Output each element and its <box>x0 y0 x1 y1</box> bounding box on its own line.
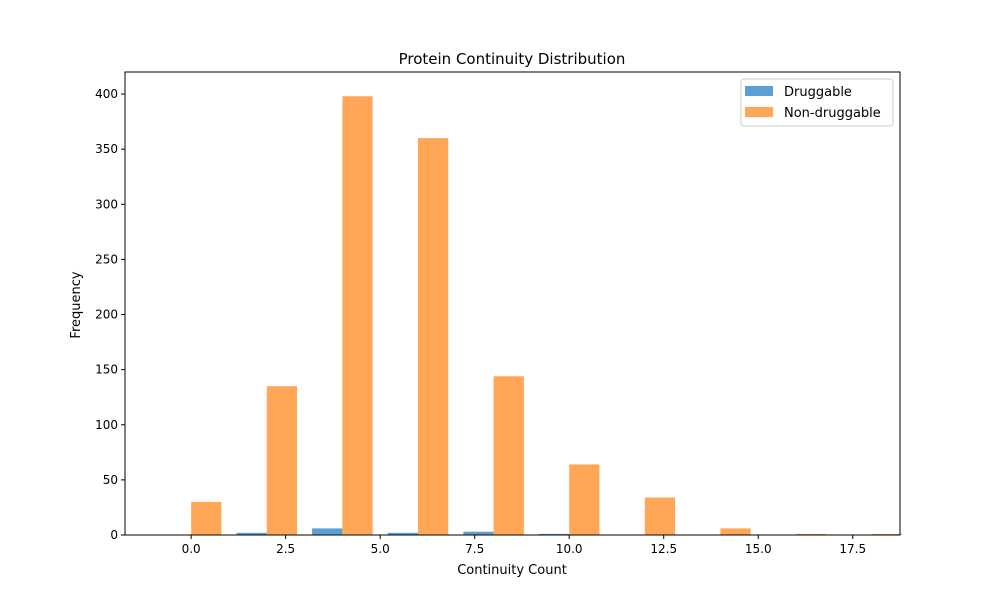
bar-non-druggable-1 <box>266 386 298 535</box>
bar-non-druggable-8 <box>796 533 827 535</box>
x-tick-label: 10.0 <box>556 542 583 556</box>
bar-non-druggable-7 <box>720 528 751 535</box>
x-tick-label: 17.5 <box>839 542 866 556</box>
bar-non-druggable-0 <box>191 501 222 535</box>
legend-label: Druggable <box>784 85 852 100</box>
y-tick-label: 200 <box>95 308 118 322</box>
x-axis-label: Continuity Count <box>457 563 567 578</box>
bar-non-druggable-9 <box>871 533 902 535</box>
x-tick-label: 2.5 <box>276 542 295 556</box>
y-tick-label: 300 <box>95 197 118 211</box>
bar-druggable-3 <box>387 532 418 535</box>
x-axis: 0.0 2.5 5.0 7.5 10.0 12.5 15.0 17.5 <box>182 535 866 556</box>
bar-druggable-2 <box>312 528 343 535</box>
x-tick-label: 7.5 <box>465 542 484 556</box>
bar-druggable-5 <box>538 533 570 535</box>
chart-title: Protein Continuity Distribution <box>399 50 626 68</box>
x-tick-label: 0.0 <box>182 542 201 556</box>
legend-swatch <box>745 107 773 117</box>
x-tick-label: 15.0 <box>745 542 772 556</box>
y-axis: 0 50 100 150 200 250 300 350 400 <box>95 87 125 542</box>
plot-frame <box>124 71 901 536</box>
x-tick-label: 12.5 <box>650 542 677 556</box>
bar-druggable-4 <box>463 531 494 535</box>
y-tick-label: 100 <box>95 418 118 432</box>
legend-swatch <box>745 86 773 96</box>
legend-box <box>740 78 894 127</box>
y-tick-label: 0 <box>110 528 118 542</box>
bar-non-druggable-4 <box>493 376 524 535</box>
x-tick-label: 5.0 <box>371 542 390 556</box>
y-tick-label: 250 <box>95 252 118 266</box>
y-axis-label: Frequency <box>69 271 84 338</box>
bar-druggable-1 <box>236 532 267 535</box>
legend-label: Non-druggable <box>784 106 881 121</box>
bar-non-druggable-2 <box>342 96 373 535</box>
bar-non-druggable-5 <box>569 464 600 535</box>
y-tick-label: 50 <box>103 473 118 487</box>
y-tick-label: 400 <box>95 87 118 101</box>
bar-non-druggable-3 <box>417 138 449 535</box>
y-tick-label: 350 <box>95 142 118 156</box>
bar-non-druggable-6 <box>644 497 676 535</box>
legend: Druggable Non-druggable <box>740 78 894 127</box>
plot-area <box>124 71 902 536</box>
y-tick-label: 150 <box>95 363 118 377</box>
